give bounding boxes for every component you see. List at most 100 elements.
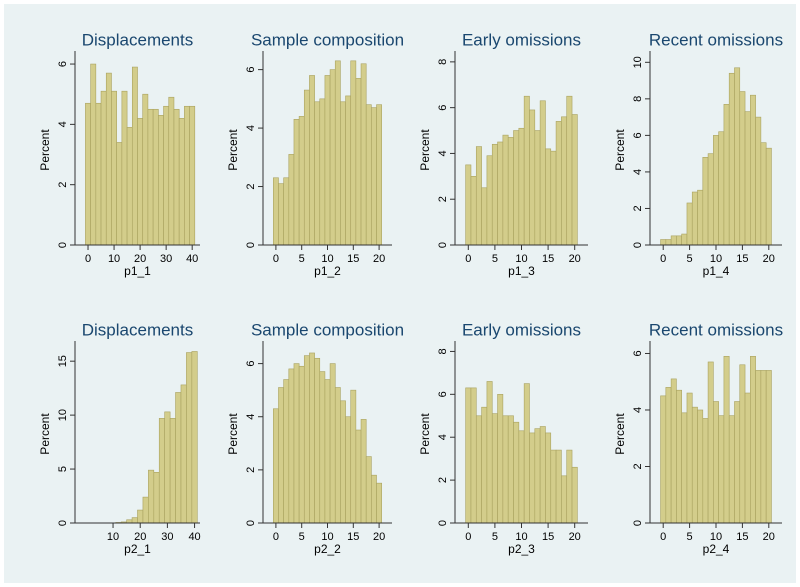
x-tick-label: 10 xyxy=(321,253,333,265)
bar xyxy=(765,147,772,246)
x-tick-label: 20 xyxy=(763,253,775,265)
bar xyxy=(329,69,336,246)
chart-title: Recent omissions xyxy=(649,320,783,339)
y-tick-label: 0 xyxy=(245,242,257,248)
bar xyxy=(681,233,688,246)
bar xyxy=(175,392,182,524)
x-tick-label: 10 xyxy=(515,253,527,265)
y-tick-label: 8 xyxy=(437,59,449,65)
bar xyxy=(670,235,677,246)
bar xyxy=(314,357,321,524)
y-tick-label: 6 xyxy=(245,67,257,73)
bar xyxy=(371,107,377,246)
chart-title: Displacements xyxy=(82,30,194,49)
x-tick-label: 0 xyxy=(465,531,471,543)
bar xyxy=(497,141,504,246)
bar xyxy=(734,401,741,524)
x-tick-label: 20 xyxy=(763,531,775,543)
x-axis-title: p2_2 xyxy=(314,542,341,556)
bar xyxy=(95,102,102,246)
bar xyxy=(180,384,187,524)
bar xyxy=(760,370,767,524)
bar xyxy=(545,148,552,246)
x-axis-title: p1_3 xyxy=(508,264,535,278)
bar xyxy=(283,379,290,524)
bar xyxy=(681,412,688,524)
y-tick-label: 4 xyxy=(632,407,644,413)
y-axis-title: Percent xyxy=(226,129,240,171)
x-tick-label: 15 xyxy=(542,531,554,543)
chart-title: Sample composition xyxy=(251,30,404,49)
y-tick-label: 4 xyxy=(437,150,449,156)
y-tick-label: 8 xyxy=(632,96,644,102)
bar xyxy=(660,395,667,524)
y-tick-label: 0 xyxy=(632,242,644,248)
x-tick-label: 5 xyxy=(687,531,693,543)
bar xyxy=(497,394,504,524)
bar xyxy=(350,389,357,524)
bar xyxy=(355,78,362,246)
bar xyxy=(502,415,509,524)
x-tick-label: 20 xyxy=(373,253,385,265)
y-tick-label: 4 xyxy=(437,434,449,440)
bar xyxy=(660,239,667,246)
bar xyxy=(561,116,568,246)
bar xyxy=(486,381,493,524)
y-tick-label: 2 xyxy=(57,182,69,188)
bar xyxy=(566,449,573,524)
y-tick-label: 6 xyxy=(57,61,69,67)
bar xyxy=(164,411,171,524)
bar xyxy=(760,142,767,246)
bar xyxy=(571,466,578,524)
x-tick-label: 0 xyxy=(660,253,666,265)
y-tick-label: 2 xyxy=(437,196,449,202)
bar xyxy=(561,475,568,524)
bar xyxy=(111,90,117,246)
bar xyxy=(470,176,477,246)
bar xyxy=(691,191,698,246)
y-axis-title: Percent xyxy=(418,129,432,171)
bar xyxy=(334,60,341,246)
x-tick-label: 5 xyxy=(492,253,498,265)
y-tick-label: 8 xyxy=(437,348,449,354)
bar xyxy=(686,392,693,524)
x-axis-title: p1_4 xyxy=(703,264,730,278)
bar xyxy=(707,153,714,246)
bar xyxy=(147,108,154,246)
y-axis-title: Percent xyxy=(226,413,240,455)
bar xyxy=(697,409,704,524)
x-tick-label: 10 xyxy=(515,531,527,543)
x-tick-label: 40 xyxy=(186,253,198,265)
bar xyxy=(90,63,97,246)
bar xyxy=(278,183,284,246)
bar xyxy=(481,406,488,524)
bar xyxy=(718,415,725,524)
x-tick-label: 5 xyxy=(299,531,305,543)
bar xyxy=(539,426,546,524)
bar xyxy=(314,101,321,246)
bar xyxy=(723,356,730,524)
bar xyxy=(298,365,305,524)
bar xyxy=(750,94,756,246)
bar xyxy=(309,352,315,524)
x-tick-label: 5 xyxy=(492,531,498,543)
y-tick-label: 6 xyxy=(245,361,257,367)
bar xyxy=(121,90,128,246)
y-tick-label: 10 xyxy=(57,409,69,421)
x-tick-label: 40 xyxy=(188,531,200,543)
bar xyxy=(303,355,310,524)
bar xyxy=(152,108,159,246)
bar xyxy=(376,482,382,524)
bar xyxy=(85,102,91,246)
bar xyxy=(539,100,546,246)
chart-title: Early omissions xyxy=(462,320,581,339)
x-tick-label: 10 xyxy=(107,531,119,543)
bar xyxy=(465,387,472,524)
bar xyxy=(481,187,488,246)
bar xyxy=(470,387,477,524)
y-axis-title: Percent xyxy=(613,129,627,171)
bar xyxy=(665,387,672,524)
bar xyxy=(324,379,331,524)
bar xyxy=(507,137,514,246)
